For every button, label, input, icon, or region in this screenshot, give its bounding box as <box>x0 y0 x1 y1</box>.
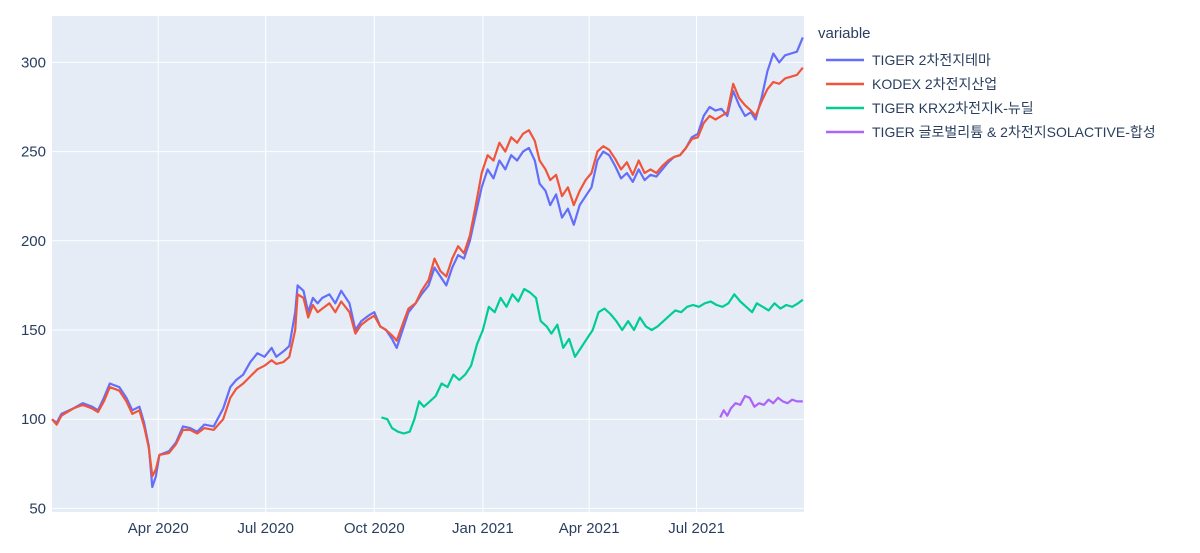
x-tick-label: Jul 2020 <box>237 520 294 537</box>
legend-item-1[interactable]: TIGER 2차전지테마 <box>826 52 991 68</box>
y-tick-label: 200 <box>21 233 46 250</box>
legend[interactable]: variable TIGER 2차전지테마 KODEX 2차전지산업 TIGER K… <box>818 25 1156 140</box>
y-tick-label: 100 <box>21 411 46 428</box>
legend-title: variable <box>818 25 871 42</box>
x-tick-label: Apr 2020 <box>128 520 189 537</box>
y-axis: 50 100 150 200 250 300 <box>21 54 46 517</box>
y-tick-label: 250 <box>21 144 46 161</box>
x-axis: Apr 2020 Jul 2020 Oct 2020 Jan 2021 Apr 2021… <box>128 520 725 537</box>
x-tick-label: Apr 2021 <box>559 520 620 537</box>
series-line-3 <box>381 287 804 435</box>
legend-label: TIGER KRX2차전지K-뉴딜 <box>872 100 1034 116</box>
legend-item-3[interactable]: TIGER KRX2차전지K-뉴딜 <box>826 100 1034 116</box>
x-tick-label: Jul 2021 <box>668 520 725 537</box>
legend-item-2[interactable]: KODEX 2차전지산업 <box>826 76 997 92</box>
series-line-4 <box>719 394 803 418</box>
series-lines <box>51 36 804 489</box>
x-tick-label: Jan 2021 <box>452 520 514 537</box>
legend-label: TIGER 2차전지테마 <box>872 52 991 68</box>
y-tick-label: 50 <box>29 500 46 517</box>
x-tick-label: Oct 2020 <box>344 520 405 537</box>
legend-item-4[interactable]: TIGER 글로벌리튬 & 2차전지SOLACTIVE-합성 <box>826 124 1156 140</box>
legend-label: TIGER 글로벌리튬 & 2차전지SOLACTIVE-합성 <box>872 124 1156 140</box>
series-line-2 <box>51 67 804 478</box>
y-tick-label: 300 <box>21 54 46 71</box>
plot-background <box>52 16 804 512</box>
grid <box>52 16 804 512</box>
y-tick-label: 150 <box>21 322 46 339</box>
legend-label: KODEX 2차전지산업 <box>872 76 997 92</box>
